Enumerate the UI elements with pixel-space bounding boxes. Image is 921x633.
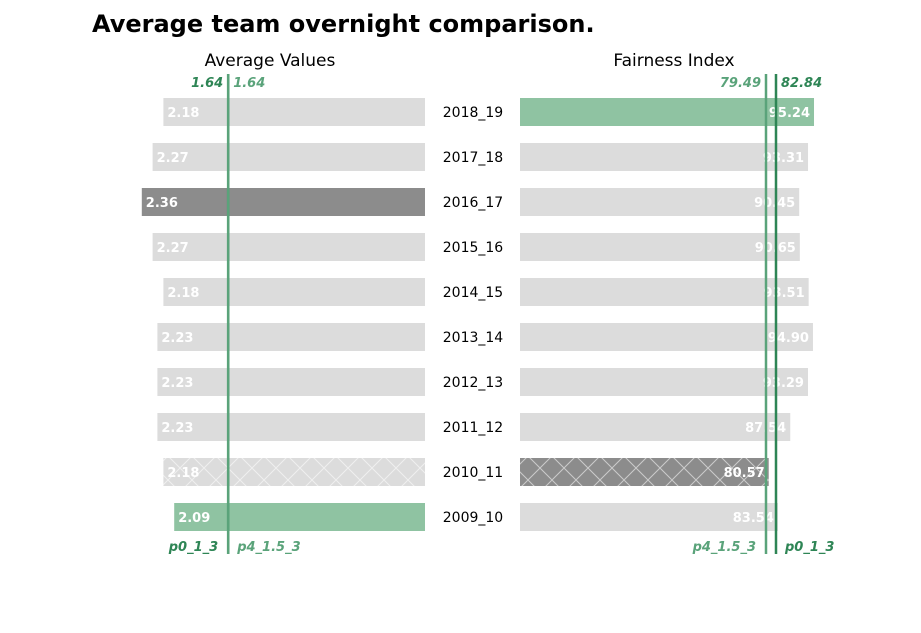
fairness-value-label-2018_19: 95.24 bbox=[769, 106, 810, 121]
avg-bar-2018_19 bbox=[163, 98, 425, 126]
fairness-ref-value-p4_1.5_3: 79.49 bbox=[720, 76, 761, 91]
fairness-ref-value-p0_1_3: 82.84 bbox=[781, 76, 822, 91]
category-label-2009_10: 2009_10 bbox=[443, 510, 503, 526]
avg-bar-hatch-2010_11 bbox=[163, 458, 425, 486]
avg-value-label-2018_19: 2.18 bbox=[167, 106, 199, 121]
fairness-bar-2009_10 bbox=[520, 503, 778, 531]
fairness-value-label-2012_13: 93.29 bbox=[763, 376, 804, 391]
average-values-panel: Average Values 2.18 2.27 2.36 2.27 2.18 2.23 2.… bbox=[141, 51, 426, 555]
category-labels: 2018_19 2017_18 2016_17 2015_16 2014_15 2013_… bbox=[443, 105, 504, 526]
category-label-2013_14: 2013_14 bbox=[443, 330, 504, 346]
fairness-value-label-2009_10: 83.54 bbox=[733, 511, 774, 526]
avg-bar-2017_18 bbox=[152, 143, 425, 171]
avg-ref-value-p4_1.5_3: 1.64 bbox=[233, 76, 265, 91]
fairness-bar-2017_18 bbox=[520, 143, 809, 171]
avg-value-label-2012_13: 2.23 bbox=[161, 376, 193, 391]
category-label-2010_11: 2010_11 bbox=[443, 465, 503, 481]
fairness-value-label-2016_17: 90.45 bbox=[754, 196, 795, 211]
avg-ref-value-p0_1_3: 1.64 bbox=[191, 76, 223, 91]
avg-bar-2013_14 bbox=[157, 323, 425, 351]
category-label-2012_13: 2012_13 bbox=[443, 375, 503, 391]
avg-value-label-2013_14: 2.23 bbox=[161, 331, 193, 346]
avg-value-label-2017_18: 2.27 bbox=[157, 151, 189, 166]
fairness-bar-2013_14 bbox=[520, 323, 813, 351]
avg-bar-2016_17 bbox=[141, 188, 426, 216]
category-label-2017_18: 2017_18 bbox=[443, 150, 503, 166]
avg-bar-2011_12 bbox=[157, 413, 425, 441]
avg-value-label-2010_11: 2.18 bbox=[167, 466, 199, 481]
avg-bar-2009_10 bbox=[174, 503, 425, 531]
avg-ref-name-p0_1_3: p0_1_3 bbox=[168, 540, 218, 555]
fairness-bar-2015_16 bbox=[520, 233, 800, 261]
avg-value-label-2011_12: 2.23 bbox=[161, 421, 193, 436]
avg-value-label-2014_15: 2.18 bbox=[167, 286, 199, 301]
avg-value-label-2015_16: 2.27 bbox=[157, 241, 189, 256]
avg-value-label-2016_17: 2.36 bbox=[146, 196, 178, 211]
average-values-title: Average Values bbox=[205, 51, 336, 71]
fairness-value-label-2010_11: 80.57 bbox=[724, 466, 765, 481]
fairness-bar-2011_12 bbox=[520, 413, 791, 441]
avg-value-label-2009_10: 2.09 bbox=[178, 511, 210, 526]
category-label-2015_16: 2015_16 bbox=[443, 240, 504, 256]
fairness-index-panel: Fairness Index95.2493.3190.4590.6593.519… bbox=[520, 51, 834, 555]
fairness-value-label-2017_18: 93.31 bbox=[763, 151, 804, 166]
chart-title: Average team overnight comparison. bbox=[92, 10, 595, 38]
fairness-value-label-2014_15: 93.51 bbox=[764, 286, 805, 301]
category-label-2011_12: 2011_12 bbox=[443, 420, 503, 436]
avg-bar-2012_13 bbox=[157, 368, 425, 396]
fairness-bar-2016_17 bbox=[520, 188, 800, 216]
category-label-2014_15: 2014_15 bbox=[443, 285, 503, 301]
category-label-2016_17: 2016_17 bbox=[443, 195, 503, 211]
fairness-ref-name-p0_1_3: p0_1_3 bbox=[784, 540, 834, 555]
fairness-index-title: Fairness Index bbox=[613, 51, 734, 71]
fairness-bar-2012_13 bbox=[520, 368, 808, 396]
fairness-bar-hatch-2010_11 bbox=[520, 458, 769, 486]
fairness-value-label-2013_14: 94.90 bbox=[768, 331, 809, 346]
avg-ref-name-p4_1.5_3: p4_1.5_3 bbox=[236, 540, 300, 555]
avg-bar-2014_15 bbox=[163, 278, 425, 306]
avg-bar-2015_16 bbox=[152, 233, 425, 261]
fairness-ref-name-p4_1.5_3: p4_1.5_3 bbox=[692, 540, 756, 555]
fairness-bar-2014_15 bbox=[520, 278, 809, 306]
category-label-2018_19: 2018_19 bbox=[443, 105, 503, 121]
